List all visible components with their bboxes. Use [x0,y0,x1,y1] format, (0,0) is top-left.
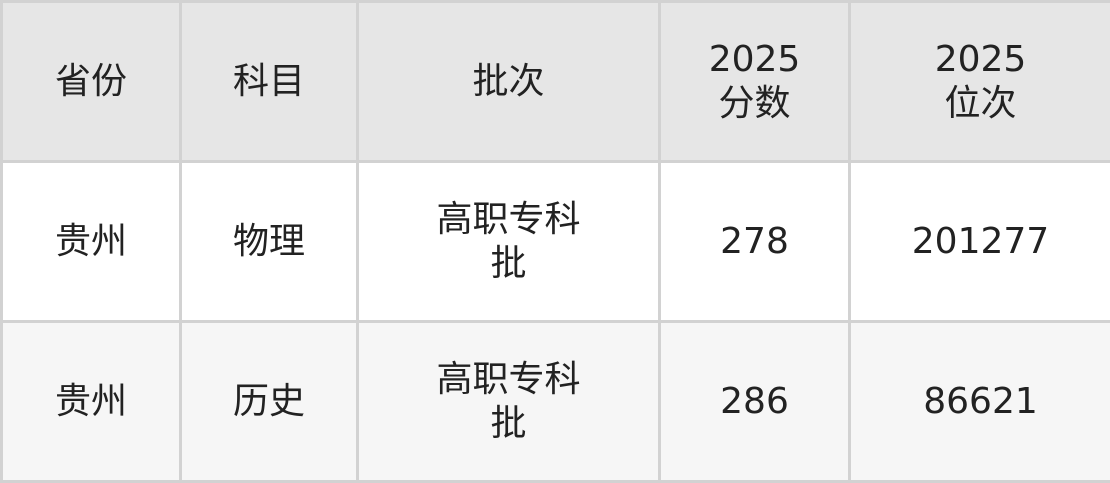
cell-score: 278 [660,162,850,322]
cell-subject: 历史 [181,322,358,482]
cell-batch: 高职专科批 [358,162,660,322]
cell-province: 贵州 [2,322,181,482]
header-score-label: 分数 [718,83,790,124]
cell-score: 286 [660,322,850,482]
cell-subject: 物理 [181,162,358,322]
header-subject: 科目 [181,2,358,162]
table-row: 贵州 历史 高职专科批 286 86621 [2,322,1110,482]
header-batch: 批次 [358,2,660,162]
table-row: 贵州 物理 高职专科批 278 201277 [2,162,1110,322]
header-rank-label: 位次 [944,83,1016,124]
cell-rank: 201277 [850,162,1110,322]
header-score-year: 2025 [709,39,801,80]
cell-province: 贵州 [2,162,181,322]
cell-rank: 86621 [850,322,1110,482]
header-province: 省份 [2,2,181,162]
cell-batch: 高职专科批 [358,322,660,482]
header-rank-year: 2025 [935,39,1027,80]
